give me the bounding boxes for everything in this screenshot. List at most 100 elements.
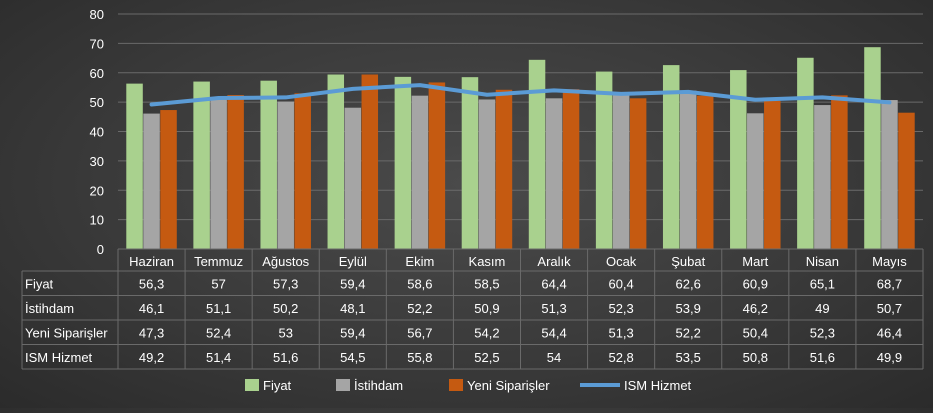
category-label: Temmuz <box>194 254 243 269</box>
table-cell: 60,9 <box>743 276 768 291</box>
category-label: Ağustos <box>262 254 309 269</box>
legend-label: Yeni Siparişler <box>467 378 550 393</box>
table-cell: 50,2 <box>273 301 298 316</box>
bar-yeni-siparişler <box>495 89 513 249</box>
bar-i̇stihdam <box>679 90 697 249</box>
legend-label: Fiyat <box>263 378 292 393</box>
table-cell: 64,4 <box>541 276 566 291</box>
bar-yeni-siparişler <box>160 110 177 250</box>
table-cell: 51,1 <box>206 301 231 316</box>
bar-yeni-siparişler <box>831 95 848 250</box>
bar-i̇stihdam <box>210 98 227 249</box>
table-cell: 57 <box>211 276 225 291</box>
table-cell: 56,3 <box>139 276 164 291</box>
table-cell: 53,9 <box>676 301 701 316</box>
bar-yeni-siparişler <box>227 95 244 249</box>
legend-swatch <box>336 379 350 391</box>
bar-i̇stihdam <box>545 98 563 250</box>
table-cell: 58,5 <box>474 276 499 291</box>
table-row-header: İstihdam <box>25 301 74 316</box>
category-label: Mayıs <box>872 254 907 269</box>
bar-fiyat <box>327 74 345 249</box>
table-cell: 46,1 <box>139 301 164 316</box>
table-cell: 48,1 <box>340 301 365 316</box>
y-tick-label: 0 <box>97 242 104 257</box>
bar-i̇stihdam <box>143 113 160 249</box>
table-row-header: Fiyat <box>25 276 54 291</box>
category-label: Kasım <box>469 254 506 269</box>
table-cell: 47,3 <box>139 325 164 340</box>
y-tick-label: 20 <box>90 183 104 198</box>
legend-label: ISM Hizmet <box>624 378 692 393</box>
category-label: Aralık <box>537 254 571 269</box>
y-tick-label: 60 <box>90 66 104 81</box>
y-tick-label: 70 <box>90 36 104 51</box>
table-cell: 49,2 <box>139 350 164 365</box>
table-cell: 65,1 <box>810 276 835 291</box>
table-cell: 50,7 <box>877 301 902 316</box>
table-cell: 52,8 <box>608 350 633 365</box>
table-cell: 59,4 <box>340 276 365 291</box>
bar-fiyat <box>260 80 277 250</box>
table-row-header: ISM Hizmet <box>25 350 93 365</box>
table-cell: 52,3 <box>608 301 633 316</box>
bar-i̇stihdam <box>411 95 429 249</box>
y-tick-label: 30 <box>90 154 104 169</box>
table-cell: 68,7 <box>877 276 902 291</box>
bar-fiyat <box>126 83 143 250</box>
legend-swatch <box>245 379 259 391</box>
bar-i̇stihdam <box>612 95 630 250</box>
bar-fiyat <box>797 57 814 249</box>
bar-i̇stihdam <box>478 99 496 249</box>
bar-i̇stihdam <box>747 113 764 249</box>
table-cell: 57,3 <box>273 276 298 291</box>
table-cell: 51,3 <box>608 325 633 340</box>
table-cell: 59,4 <box>340 325 365 340</box>
bar-i̇stihdam <box>881 100 898 249</box>
table-cell: 50,4 <box>743 325 768 340</box>
y-tick-label: 40 <box>90 125 104 140</box>
table-row-header: Yeni Siparişler <box>25 325 108 340</box>
bar-fiyat <box>595 71 613 249</box>
category-label: Eylül <box>339 254 367 269</box>
table-cell: 52,3 <box>810 325 835 340</box>
category-label: Ocak <box>606 254 637 269</box>
bar-i̇stihdam <box>277 101 294 249</box>
bar-i̇stihdam <box>344 107 362 249</box>
y-tick-label: 50 <box>90 95 104 110</box>
category-label: Mart <box>742 254 768 269</box>
table-cell: 55,8 <box>407 350 432 365</box>
y-tick-label: 80 <box>90 7 104 22</box>
bar-yeni-siparişler <box>764 100 781 249</box>
bar-fiyat <box>528 59 546 250</box>
table-cell: 46,2 <box>743 301 768 316</box>
table-cell: 51,6 <box>273 350 298 365</box>
bar-yeni-siparişler <box>629 98 647 250</box>
bar-fiyat <box>193 81 210 249</box>
bar-yeni-siparişler <box>428 82 446 249</box>
bar-yeni-siparişler <box>361 74 379 249</box>
bar-yeni-siparişler <box>696 95 714 249</box>
category-label: Şubat <box>671 254 705 269</box>
table-cell: 51,4 <box>206 350 231 365</box>
table-cell: 62,6 <box>676 276 701 291</box>
table-cell: 49,9 <box>877 350 902 365</box>
table-cell: 49 <box>815 301 829 316</box>
bar-fiyat <box>864 47 881 249</box>
category-label: Haziran <box>129 254 174 269</box>
table-cell: 54,2 <box>474 325 499 340</box>
bar-yeni-siparişler <box>898 112 915 249</box>
y-tick-label: 10 <box>90 213 104 228</box>
table-cell: 50,8 <box>743 350 768 365</box>
category-label: Ekim <box>405 254 434 269</box>
bar-fiyat <box>394 76 412 249</box>
bar-fiyat <box>662 65 680 249</box>
table-cell: 58,6 <box>407 276 432 291</box>
bar-yeni-siparişler <box>562 89 580 249</box>
table-cell: 52,4 <box>206 325 231 340</box>
table-cell: 51,3 <box>541 301 566 316</box>
table-cell: 46,4 <box>877 325 902 340</box>
table-cell: 60,4 <box>608 276 633 291</box>
